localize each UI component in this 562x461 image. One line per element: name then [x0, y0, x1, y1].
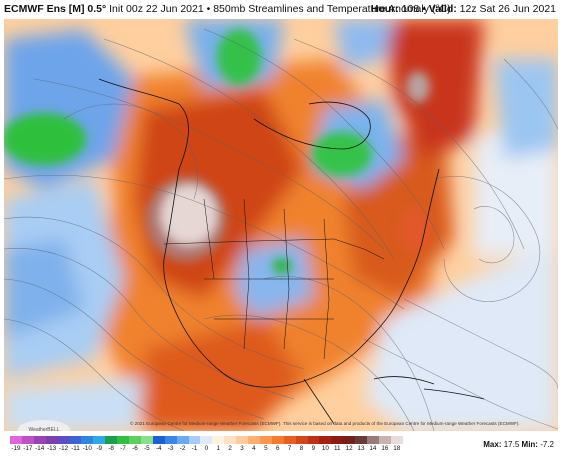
anomaly-map: WeatherBELL [4, 19, 558, 431]
cold-anomaly-green-north [217, 29, 261, 85]
color-scale-swatch [45, 436, 59, 444]
max-value: 17.5 [503, 440, 520, 449]
color-scale-tick-label: 3 [240, 445, 244, 452]
hour-label: Hour: [370, 3, 399, 15]
color-scale-swatch [271, 436, 285, 444]
coastlines [98, 78, 485, 425]
color-scale-swatch [390, 436, 404, 444]
color-scale-tick-label: 0 [204, 445, 209, 452]
color-scale-tick-label: -4 [155, 445, 162, 452]
color-scale-tick-label: -12 [58, 445, 69, 452]
hour-value: 108 [401, 3, 420, 15]
color-scale-tick-label: 8 [299, 445, 304, 452]
anomaly-field [4, 19, 558, 431]
watermark-logo: WeatherBELL [18, 420, 70, 431]
color-scale-tick-label: 4 [252, 445, 256, 452]
init-description: Init 00z 22 Jun 2021 • 850mb Streamlines… [109, 3, 451, 15]
map-canvas [4, 19, 558, 431]
cold-anomaly-green-plains [272, 258, 292, 274]
warm-anomaly-east [398, 207, 430, 251]
color-scale-tick-label: 9 [311, 445, 316, 452]
color-scale-swatch [117, 436, 130, 444]
color-scale-swatch [224, 436, 237, 444]
color-scale-swatch [259, 436, 273, 444]
header-bar: ECMWF Ens [M] 0.5° Init 00z 22 Jun 2021 … [0, 0, 562, 19]
copyright-notice: © 2021 European Centre for Medium-range … [130, 421, 520, 426]
color-scale-tick-label: 14 [369, 445, 377, 452]
color-scale-swatch [367, 436, 380, 444]
color-scale-swatch [248, 436, 261, 444]
min-value: -7.2 [540, 440, 554, 449]
color-scale-tick-label: -13 [47, 445, 57, 452]
color-scale-tick-label: -2 [179, 445, 186, 452]
color-scale-swatch [69, 436, 82, 444]
min-label: Min: [521, 440, 538, 449]
political-borders [163, 198, 385, 360]
max-label: Max: [483, 440, 502, 449]
color-scale-legend: -19 -17 -14 -13 -12 -11 -10 -9 -8 -7 -6 -5 -4 -3 -2 -1 0… [4, 436, 409, 454]
color-scale-swatch [21, 436, 35, 444]
color-scale-tick-label: -1 [191, 445, 198, 452]
color-scale-tick-label: 12 [345, 445, 353, 452]
color-scale-swatch [57, 436, 70, 444]
color-scale-swatch [105, 436, 118, 444]
color-scale-swatch [164, 436, 178, 444]
color-scale-swatch [212, 436, 225, 444]
color-scale-tick-label: 2 [228, 445, 232, 452]
color-scale-tick-label: 16 [381, 445, 389, 452]
model-name: ECMWF Ens [M] 0.5° [4, 3, 107, 15]
separator-dot: • [422, 3, 426, 15]
color-scale-tick-label: 7 [287, 445, 292, 452]
color-scale-tick-label: 10 [321, 445, 329, 452]
color-scale-tick-label: 13 [357, 445, 365, 452]
color-scale-tick-label: -11 [71, 445, 80, 452]
color-scale-tick-label: -7 [120, 445, 126, 452]
color-scale-swatch [176, 436, 189, 444]
color-scale-tick-label: 1 [216, 445, 221, 452]
color-scale-swatch [93, 436, 106, 444]
color-scale-swatch [81, 436, 94, 444]
color-scale-swatch [307, 436, 320, 444]
valid-value: 12z Sat 26 Jun 2021 [459, 3, 556, 15]
anomaly-extremes [4, 29, 430, 274]
color-scale-tick-label: -6 [132, 445, 138, 452]
color-scale-swatch [378, 436, 392, 444]
heat-core-greenland [406, 71, 430, 103]
color-scale-swatch [200, 436, 213, 444]
color-scale-tick-label: 18 [393, 445, 401, 452]
color-scale-swatch [188, 436, 201, 444]
color-scale-tick-label: -14 [35, 445, 45, 452]
cold-anomaly-green-west [4, 113, 86, 165]
color-scale-swatch [319, 436, 332, 444]
max-min-readout: Max: 17.5 Min: -7.2 [483, 440, 554, 449]
color-scale-swatch [295, 436, 308, 444]
color-scale-swatch [236, 436, 249, 444]
valid-time: Hour: 108 • Valid: 12z Sat 26 Jun 2021 [371, 3, 556, 15]
color-scale-swatch [283, 436, 297, 444]
color-scale-swatch [331, 436, 344, 444]
color-scale-tick-label: -3 [167, 445, 174, 452]
color-scale-tick-label: 5 [264, 445, 268, 452]
color-scale-swatch [355, 436, 368, 444]
color-scale-tick-label: -9 [96, 445, 103, 452]
color-scale-tick-label: 11 [333, 445, 341, 452]
heat-core-center [161, 185, 217, 245]
color-scale-swatch [10, 436, 23, 444]
color-scale-swatch [343, 436, 356, 444]
streamlines [4, 28, 558, 431]
chart-title: ECMWF Ens [M] 0.5° Init 00z 22 Jun 2021 … [4, 3, 451, 15]
color-scale-swatch [152, 436, 166, 444]
color-scale-tick-label: -17 [23, 445, 33, 452]
color-scale-tick-label: 6 [275, 445, 280, 452]
color-scale-swatch [33, 436, 47, 444]
color-scale-swatch [129, 436, 142, 444]
color-scale-tick-label: -5 [144, 445, 150, 452]
cold-anomaly-green-hudson [312, 132, 372, 176]
color-scale-tick-label: -10 [82, 445, 92, 452]
color-scale-tick-label: -8 [108, 445, 114, 452]
color-scale-swatch [140, 436, 154, 444]
color-scale-tick-label: -19 [11, 445, 21, 452]
valid-label: Valid: [428, 3, 457, 15]
